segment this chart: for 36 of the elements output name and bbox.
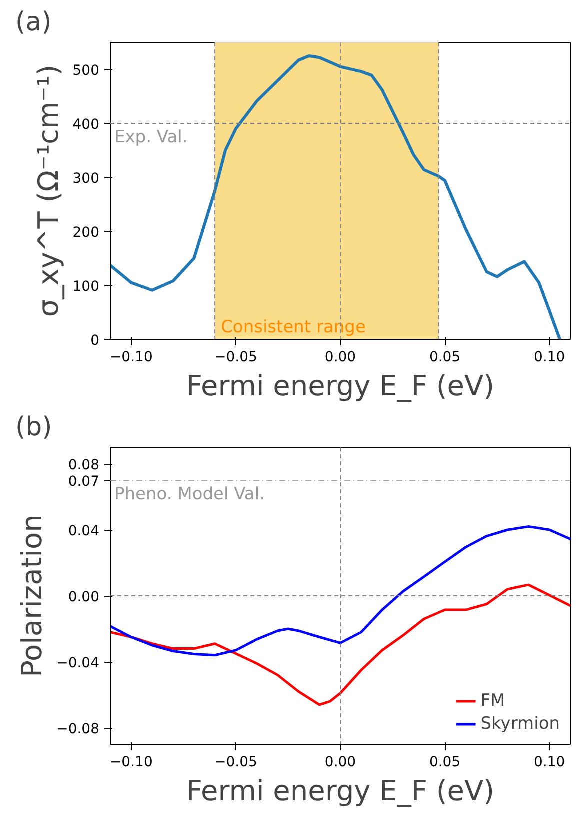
y-tick-label: −0.04 bbox=[56, 656, 100, 672]
ref-line-label: Pheno. Model Val. bbox=[114, 484, 265, 504]
y-tick-label: 0.04 bbox=[68, 524, 100, 540]
x-tick-label: 0.10 bbox=[534, 754, 566, 770]
y-axis-title: Polarization bbox=[16, 514, 49, 678]
y-tick-label: 200 bbox=[72, 225, 100, 241]
legend-label: FM bbox=[480, 691, 506, 711]
x-tick-label: 0.05 bbox=[429, 754, 461, 770]
y-tick-label: 100 bbox=[72, 279, 100, 295]
y-tick-label: 0.07 bbox=[68, 474, 100, 490]
chart-title: (b) bbox=[16, 412, 52, 442]
chart-title: (a) bbox=[16, 8, 52, 38]
y-axis-title: σ_xy^T (Ω⁻¹cm⁻¹) bbox=[32, 64, 65, 318]
x-tick-label: −0.05 bbox=[214, 754, 258, 770]
ref-line-label: Exp. Val. bbox=[114, 128, 188, 148]
y-tick-label: 400 bbox=[72, 117, 100, 133]
x-tick-label: 0.00 bbox=[324, 754, 356, 770]
y-tick-label: 0.00 bbox=[68, 590, 100, 606]
band-label: Consistent range bbox=[221, 318, 366, 338]
legend-label: Skyrmion bbox=[480, 714, 560, 734]
x-tick-label: −0.05 bbox=[214, 350, 258, 366]
y-tick-label: 0 bbox=[90, 333, 100, 349]
line-series bbox=[110, 54, 562, 340]
y-tick-label: −0.08 bbox=[56, 722, 100, 738]
line-series bbox=[110, 584, 570, 706]
y-tick-label: 0.08 bbox=[68, 458, 100, 474]
x-tick-label: −0.10 bbox=[110, 754, 153, 770]
y-tick-label: 300 bbox=[72, 171, 100, 187]
x-axis-title: Fermi energy E_F (eV) bbox=[186, 774, 495, 808]
x-tick-label: −0.10 bbox=[110, 350, 153, 366]
x-tick-label: 0.00 bbox=[324, 350, 356, 366]
line-series bbox=[110, 525, 570, 657]
x-tick-label: 0.05 bbox=[429, 350, 461, 366]
x-tick-label: 0.10 bbox=[534, 350, 566, 366]
y-tick-label: 500 bbox=[72, 63, 100, 79]
x-axis-title: Fermi energy E_F (eV) bbox=[186, 370, 495, 402]
